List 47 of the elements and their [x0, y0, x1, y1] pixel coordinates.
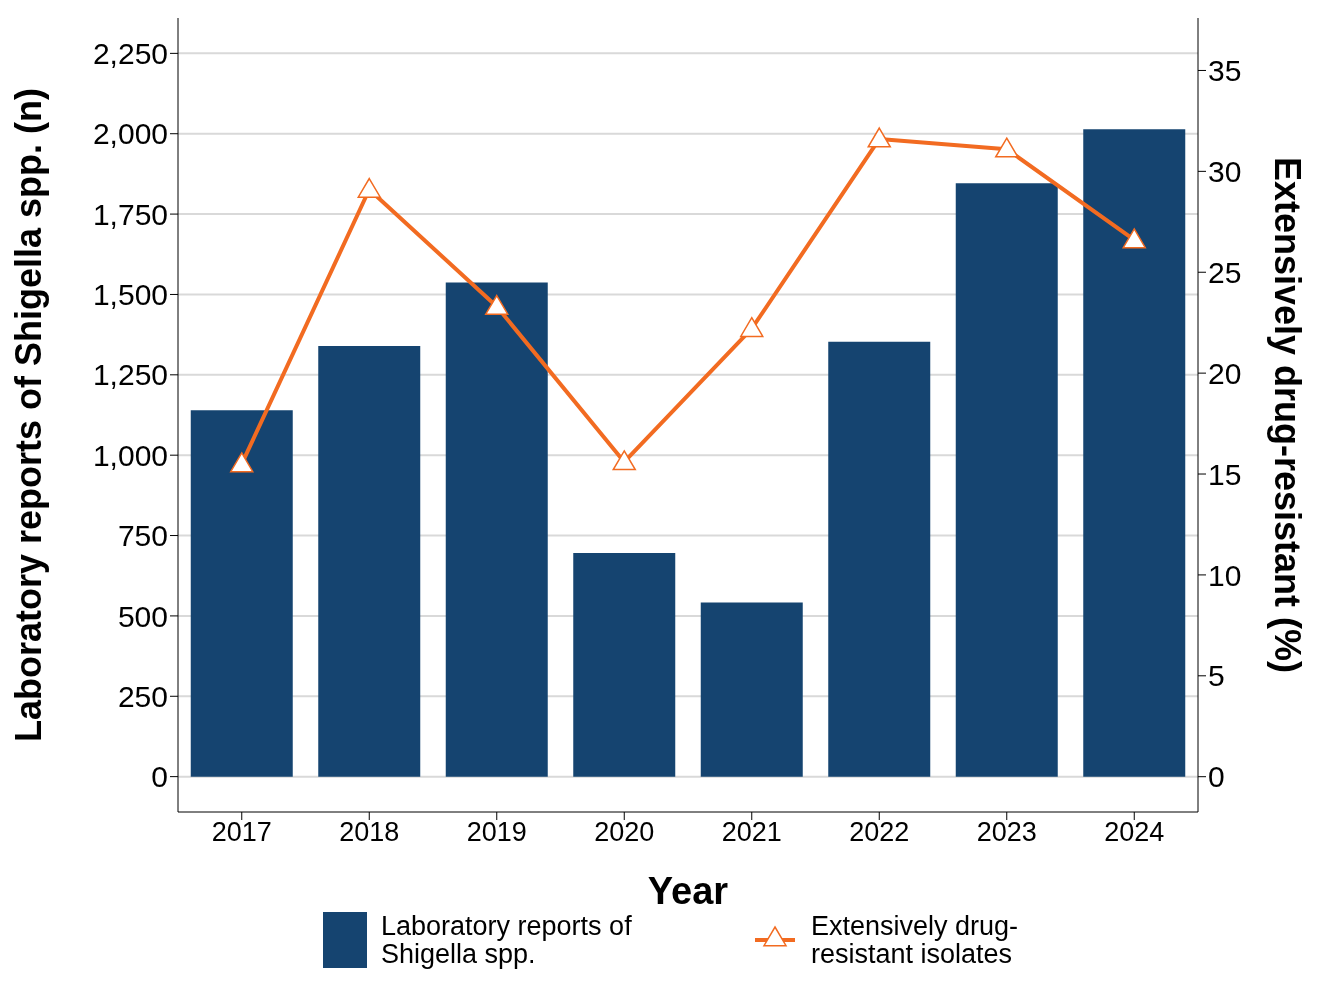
x-tick-label: 2017	[211, 817, 272, 848]
y-tick-label: 250	[117, 679, 168, 713]
legend-label: Laboratory reports of Shigella spp.	[381, 911, 633, 969]
legend-label: Extensively drug-resistant isolates	[811, 911, 1020, 969]
bar	[828, 341, 931, 777]
point	[867, 127, 891, 148]
y-axis-title: Laboratory reports of Shigella spp. (n)	[7, 87, 49, 743]
y2-tick-label: 15	[1208, 457, 1242, 491]
y2-tick-label: 25	[1208, 255, 1242, 289]
y-tick-label: 1,000	[92, 438, 168, 472]
bar	[318, 345, 421, 777]
x-axis-title: Year	[647, 870, 729, 912]
y-tick-label: 2,000	[92, 117, 168, 151]
bar	[1083, 129, 1186, 777]
point	[485, 294, 509, 315]
y-tick-label: 1,250	[92, 358, 168, 392]
y2-tick-label: 5	[1208, 659, 1225, 693]
y2-tick-label: 35	[1208, 54, 1242, 88]
y-tick-label: 0	[151, 760, 168, 794]
bar	[700, 602, 803, 777]
x-tick-label: 2018	[339, 817, 400, 848]
y2-tick-label: 20	[1208, 356, 1242, 390]
bar	[573, 552, 676, 777]
y-tick-label: 1,750	[92, 197, 168, 231]
bar	[445, 282, 548, 777]
x-tick-label: 2023	[976, 817, 1037, 848]
y2-tick-label: 10	[1208, 558, 1242, 592]
x-tick-label: 2024	[1104, 817, 1165, 848]
bar	[190, 410, 293, 777]
point	[740, 316, 764, 338]
x-tick-label: 2019	[466, 817, 527, 848]
y-tick-label: 1,500	[92, 278, 168, 312]
bar	[955, 183, 1058, 777]
x-tick-label: 2020	[594, 817, 655, 848]
point	[612, 450, 636, 471]
point	[230, 452, 254, 473]
y-tick-label: 750	[117, 519, 168, 553]
y2-tick-label: 30	[1208, 155, 1242, 188]
y2-tick-label: 0	[1208, 760, 1225, 794]
point	[1122, 228, 1146, 249]
x-tick-label: 2021	[721, 817, 782, 848]
y-tick-label: 2,250	[92, 37, 168, 71]
y2-axis-title: Extensively drug-resistant (%)	[1267, 156, 1309, 674]
point	[357, 177, 381, 198]
y-tick-label: 500	[117, 599, 168, 633]
x-tick-label: 2022	[849, 817, 910, 848]
point	[995, 137, 1019, 158]
